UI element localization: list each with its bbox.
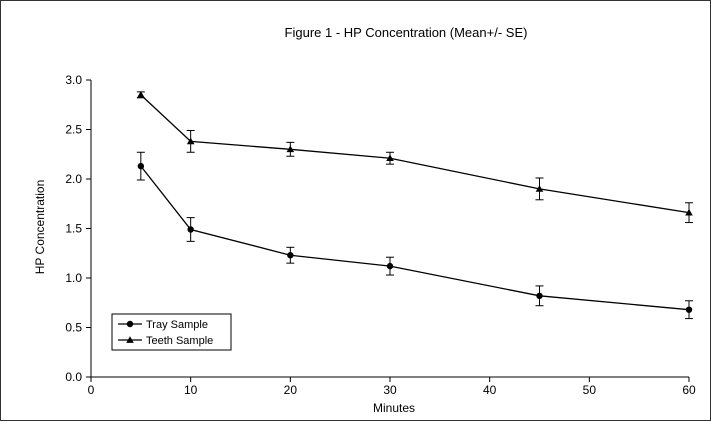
y-axis-label: HP Concentration <box>33 180 47 275</box>
legend-box <box>111 313 232 351</box>
data-point-tray-sample <box>536 292 543 300</box>
x-tick-label: 40 <box>483 383 497 397</box>
y-tick-label: 0.0 <box>65 370 82 384</box>
data-point-teeth-sample <box>685 208 693 216</box>
legend-label: Teeth Sample <box>146 335 213 347</box>
data-point-tray-sample <box>287 252 294 259</box>
x-axis-label: Minutes <box>373 401 415 415</box>
data-point-teeth-sample <box>386 154 394 162</box>
x-tick-label: 0 <box>88 383 95 397</box>
data-point-teeth-sample <box>535 185 544 192</box>
axes: 0 10 20 30 40 50 60 0.0 0.5 1.0 1.5 2.0 2.5 3.0 <box>65 73 696 397</box>
series-line-tray-sample <box>140 165 690 311</box>
chart-title: Figure 1 - HP Concentration (Mean+/- SE) <box>285 25 528 40</box>
plot-area <box>136 91 693 320</box>
x-tick-label: 30 <box>383 383 397 397</box>
legend: Tray Sample Teeth Sample <box>111 313 232 351</box>
y-tick-label: 2.5 <box>65 123 82 137</box>
y-tick-label: 2.0 <box>65 172 82 186</box>
legend-label: Tray Sample <box>146 319 208 331</box>
y-tick-label: 1.5 <box>65 222 82 236</box>
legend-item-teeth-sample: Teeth Sample <box>118 335 213 347</box>
data-point-tray-sample <box>685 306 693 313</box>
data-point-tray-sample <box>137 162 145 170</box>
legend-marker <box>126 320 134 328</box>
x-tick-label: 10 <box>184 383 198 397</box>
y-tick-label: 1.0 <box>65 271 82 285</box>
data-point-teeth-sample <box>137 91 145 98</box>
x-tick-label: 20 <box>284 383 298 397</box>
data-point-teeth-sample <box>286 145 295 153</box>
series-teeth-sample <box>136 91 693 224</box>
y-tick-label: 3.0 <box>65 73 82 87</box>
data-point-tray-sample <box>386 262 394 270</box>
data-point-tray-sample <box>187 226 194 233</box>
legend-marker <box>126 336 134 343</box>
legend-item-tray-sample: Tray Sample <box>118 319 208 331</box>
series-line-teeth-sample <box>140 94 690 214</box>
x-tick-label: 50 <box>583 383 597 397</box>
series-tray-sample <box>136 151 693 320</box>
y-tick-label: 0.5 <box>65 321 82 335</box>
x-tick-label: 60 <box>682 383 696 397</box>
data-point-teeth-sample <box>186 137 195 145</box>
